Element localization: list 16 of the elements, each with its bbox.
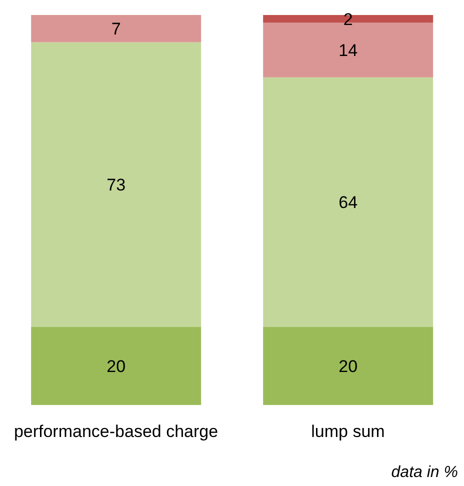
x-tick-label: lump sum [311,422,385,442]
data-label: 73 [106,176,126,195]
bar [263,77,434,327]
bar [31,15,202,42]
data-label: 20 [338,357,358,376]
data-label: 7 [111,20,121,39]
data-label: 2 [343,10,353,29]
bar [31,42,202,327]
data-label: 64 [338,193,358,212]
bar [263,15,434,23]
text: data in % [391,464,458,482]
data-label: 20 [106,357,126,376]
data-label: 14 [338,41,358,60]
bar [31,327,202,405]
x-tick-label: performance-based charge [14,422,218,442]
bar [263,327,434,405]
